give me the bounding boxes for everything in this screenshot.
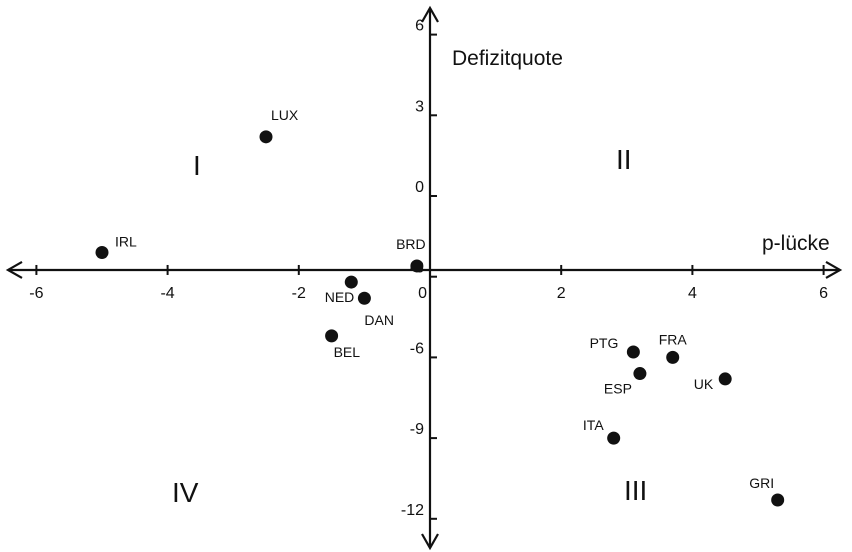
point-label-ita: ITA xyxy=(583,417,604,433)
x-axis-label: p-lücke xyxy=(762,232,830,255)
x-tick-label: -6 xyxy=(29,285,43,302)
point-label-fra: FRA xyxy=(659,331,688,347)
y-axis-label: Defizitquote xyxy=(452,47,563,70)
x-tick-label: -2 xyxy=(292,285,306,302)
data-point-fra xyxy=(666,350,680,364)
data-point-ptg xyxy=(626,345,640,359)
y-tick-label: 3 xyxy=(415,98,424,115)
data-points xyxy=(95,130,785,507)
data-point-uk xyxy=(718,372,732,386)
y-tick-label: 0 xyxy=(415,179,424,196)
point-label-lux: LUX xyxy=(271,107,299,123)
x-axis-arrow-right xyxy=(825,261,843,279)
data-point-dan xyxy=(357,291,371,305)
x-tick-label: -4 xyxy=(160,285,174,302)
point-label-ptg: PTG xyxy=(590,335,619,351)
x-tick-label: 2 xyxy=(557,285,566,302)
x-axis-arrow-left xyxy=(5,261,23,279)
point-label-esp: ESP xyxy=(604,381,632,397)
ticks xyxy=(35,33,825,520)
y-tick-label: 6 xyxy=(415,18,424,35)
data-point-esp xyxy=(633,367,647,381)
data-point-irl xyxy=(95,245,109,259)
point-label-ned: NED xyxy=(325,289,355,305)
y-tick-label: -6 xyxy=(410,340,424,357)
point-label-dan: DAN xyxy=(364,312,394,328)
data-point-ita xyxy=(607,431,621,445)
data-point-gri xyxy=(771,493,785,507)
y-axis-arrow-top xyxy=(421,5,439,23)
quadrant-label-i: I xyxy=(193,150,201,181)
data-point-ned xyxy=(344,275,358,289)
y-axis-arrow-bottom xyxy=(421,533,439,551)
data-point-brd xyxy=(410,259,424,273)
y-tick-label: -9 xyxy=(410,421,424,438)
quadrant-label-iii: III xyxy=(624,475,647,506)
y-tick-label: -12 xyxy=(401,502,424,519)
quadrant-label-ii: II xyxy=(616,144,632,175)
x-tick-label: 6 xyxy=(819,285,828,302)
data-point-lux xyxy=(259,130,273,144)
x-tick-label: 0 xyxy=(418,285,427,302)
quadrant-label-iv: IV xyxy=(172,477,199,508)
point-label-gri: GRI xyxy=(749,475,774,491)
point-label-brd: BRD xyxy=(396,236,426,252)
point-label-uk: UK xyxy=(694,376,714,392)
point-label-irl: IRL xyxy=(115,233,137,249)
x-tick-label: 4 xyxy=(688,285,697,302)
data-point-bel xyxy=(325,329,339,343)
point-label-bel: BEL xyxy=(334,344,361,360)
axes xyxy=(5,5,843,551)
